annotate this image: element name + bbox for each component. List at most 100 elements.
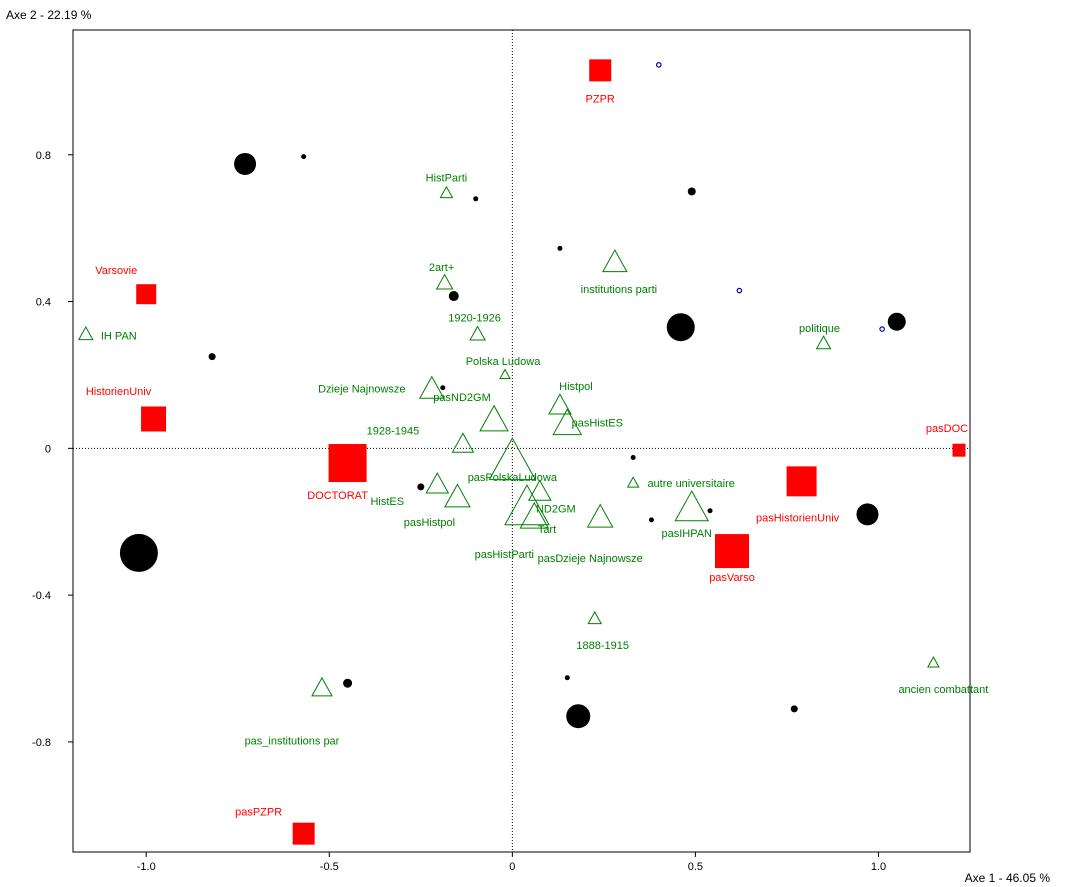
- supplementary-marker: [548, 393, 572, 415]
- supplementary-marker: [469, 325, 486, 341]
- active-marker: [136, 284, 157, 305]
- supplementary-label: HistES: [370, 496, 404, 508]
- active-label: pasHistorienUniv: [756, 512, 840, 524]
- supplementary-marker: [519, 501, 550, 529]
- active-label: pasPZPR: [235, 807, 282, 819]
- individual-point: [707, 508, 713, 514]
- supplementary-marker: [311, 676, 333, 697]
- active-marker: [952, 443, 966, 457]
- active-marker: [292, 822, 315, 845]
- supplementary-label: institutions parti: [581, 284, 657, 296]
- supplementary-marker: [439, 185, 454, 199]
- supplementary-marker: [479, 404, 509, 432]
- individual-point: [564, 675, 570, 681]
- supplementary-label: politique: [799, 323, 840, 335]
- active-label: pasDOC: [926, 423, 968, 435]
- supplementary-label: Tart: [538, 524, 556, 536]
- individual-point: [417, 483, 425, 491]
- supplementary-marker: [488, 437, 537, 481]
- active-label: pasVarso: [709, 572, 755, 584]
- supplementary-marker: [927, 656, 940, 668]
- x-tick-label: -0.5: [320, 861, 339, 873]
- supplementary-label: ancien combattant: [898, 684, 988, 696]
- x-tick-label: 0: [509, 861, 515, 873]
- supplementary-marker: [418, 375, 445, 399]
- x-axis-title: Axe 1 - 46.05 %: [965, 871, 1051, 885]
- supplementary-marker: [815, 335, 832, 350]
- individual-point: [630, 455, 636, 461]
- y-tick-label: -0.8: [32, 737, 51, 749]
- x-tick-label: 0.5: [688, 861, 703, 873]
- individual-point: [790, 705, 798, 713]
- individual-point: [557, 245, 563, 251]
- minor-point: [879, 326, 885, 332]
- individual-point: [301, 154, 307, 160]
- supplementary-label: pasHistES: [572, 417, 623, 429]
- x-tick-label: -1.0: [137, 861, 156, 873]
- supplementary-marker: [602, 249, 628, 273]
- supplementary-label: 1888-1915: [576, 640, 629, 652]
- supplementary-label: Dzieje Najnowsze: [318, 384, 405, 396]
- individual-point: [343, 678, 353, 688]
- supplementary-marker: [674, 490, 710, 522]
- plot-frame: [72, 29, 971, 853]
- supplementary-label: 1920-1926: [448, 313, 501, 325]
- supplementary-marker: [504, 484, 550, 526]
- supplementary-marker: [435, 273, 454, 290]
- active-marker: [786, 466, 817, 497]
- supplementary-label: autre universitaire: [647, 478, 734, 490]
- supplementary-marker: [444, 483, 471, 508]
- active-marker: [715, 534, 750, 569]
- active-marker: [589, 59, 612, 82]
- supplementary-marker: [552, 408, 583, 436]
- supplementary-marker: [527, 479, 552, 501]
- y-tick-label: 0.8: [36, 150, 51, 162]
- supplementary-marker: [77, 325, 94, 341]
- supplementary-label: 1928-1945: [367, 426, 420, 438]
- supplementary-marker: [586, 503, 614, 528]
- supplementary-label: pasIHPAN: [661, 528, 712, 540]
- supplementary-label: pasHistpol: [404, 517, 455, 529]
- minor-point: [655, 62, 662, 68]
- individual-point: [687, 187, 696, 196]
- active-label: HistorienUniv: [86, 386, 152, 398]
- individual-point: [566, 704, 591, 729]
- y-tick-label: 0: [45, 443, 51, 455]
- supplementary-label: pasND2GM: [433, 392, 490, 404]
- individual-point: [473, 196, 479, 202]
- supplementary-label: pasHistParti: [475, 549, 534, 561]
- y-tick-label: 0.4: [36, 297, 51, 309]
- active-label: PZPR: [586, 93, 615, 105]
- individual-point: [448, 291, 459, 302]
- active-label: Varsovie: [95, 265, 137, 277]
- individual-point: [648, 517, 654, 523]
- individual-point: [440, 385, 446, 391]
- supplementary-label: IH PAN: [101, 331, 137, 343]
- active-label: DOCTORAT: [307, 490, 368, 502]
- individual-point: [208, 353, 216, 361]
- supplementary-marker: [451, 432, 475, 453]
- individual-point: [234, 152, 257, 175]
- individual-point: [856, 503, 879, 526]
- supplementary-label: pas_institutions par: [245, 736, 340, 748]
- individual-point: [887, 312, 906, 331]
- supplementary-label: pasPolskaLudowa: [468, 472, 558, 484]
- supplementary-marker: [499, 368, 511, 380]
- supplementary-marker: [425, 472, 450, 494]
- supplementary-label: pasDzieje Najnowsze: [538, 553, 643, 565]
- supplementary-label: ND2GM: [536, 503, 576, 515]
- x-tick-label: 1.0: [871, 861, 886, 873]
- individual-point: [119, 533, 158, 572]
- y-tick-label: -0.4: [32, 590, 51, 602]
- supplementary-label: Polska Ludowa: [466, 356, 541, 368]
- supplementary-label: Histpol: [559, 381, 593, 393]
- supplementary-marker: [587, 610, 603, 625]
- supplementary-label: 2art+: [429, 262, 454, 274]
- active-marker: [328, 444, 367, 483]
- minor-point: [736, 287, 743, 294]
- y-axis-title: Axe 2 - 22.19 %: [6, 8, 92, 22]
- individual-point: [666, 313, 695, 342]
- supplementary-label: HistParti: [426, 172, 468, 184]
- active-marker: [141, 406, 167, 432]
